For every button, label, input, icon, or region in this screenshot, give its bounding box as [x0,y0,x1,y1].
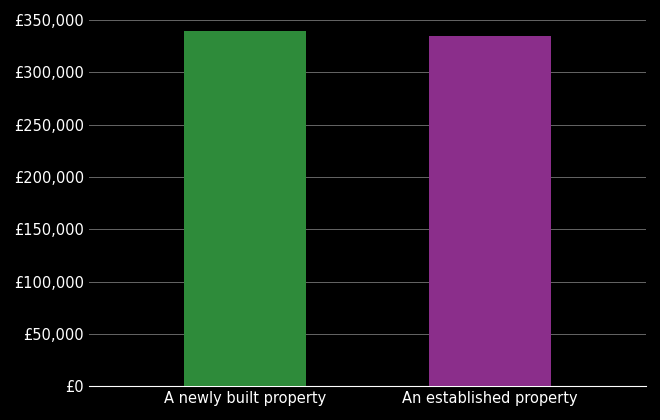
Bar [183,32,306,386]
Bar [429,36,551,386]
